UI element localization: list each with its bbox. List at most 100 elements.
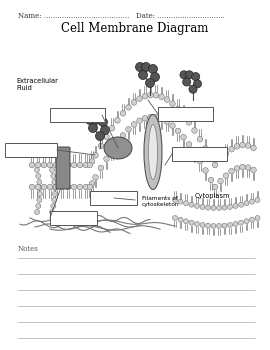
Circle shape <box>245 143 251 148</box>
Circle shape <box>197 136 203 142</box>
Bar <box>90 191 137 205</box>
Circle shape <box>178 199 183 204</box>
Circle shape <box>83 184 89 190</box>
Circle shape <box>36 174 41 178</box>
Circle shape <box>41 184 47 190</box>
Circle shape <box>183 78 191 86</box>
Circle shape <box>59 162 65 168</box>
Circle shape <box>51 174 56 178</box>
Circle shape <box>139 70 147 79</box>
Circle shape <box>222 205 227 210</box>
Circle shape <box>109 147 115 153</box>
Circle shape <box>208 177 214 183</box>
Circle shape <box>104 156 109 162</box>
Circle shape <box>189 220 194 225</box>
Circle shape <box>47 162 53 168</box>
Circle shape <box>184 201 188 206</box>
Circle shape <box>222 223 227 228</box>
Circle shape <box>115 140 120 145</box>
Circle shape <box>178 217 183 222</box>
Circle shape <box>51 203 56 209</box>
Circle shape <box>205 205 211 210</box>
Circle shape <box>59 184 65 190</box>
Circle shape <box>218 156 223 162</box>
Circle shape <box>148 64 157 74</box>
Bar <box>50 108 105 122</box>
Circle shape <box>223 151 229 156</box>
Circle shape <box>35 162 41 168</box>
Text: Filaments of
cytoskeleton: Filaments of cytoskeleton <box>142 196 180 207</box>
Circle shape <box>186 120 192 125</box>
Circle shape <box>234 166 240 171</box>
Circle shape <box>115 118 120 123</box>
Circle shape <box>200 204 205 209</box>
Circle shape <box>211 223 216 229</box>
Circle shape <box>100 126 110 134</box>
Circle shape <box>53 184 59 190</box>
Circle shape <box>148 92 153 98</box>
Circle shape <box>87 162 93 168</box>
Circle shape <box>197 159 203 164</box>
Circle shape <box>142 93 148 99</box>
Circle shape <box>89 124 97 133</box>
Circle shape <box>38 186 42 190</box>
Circle shape <box>173 197 177 203</box>
Circle shape <box>137 96 142 101</box>
Circle shape <box>170 123 175 128</box>
Circle shape <box>212 162 218 168</box>
Circle shape <box>52 191 58 196</box>
Circle shape <box>131 122 137 127</box>
Circle shape <box>233 222 238 226</box>
Circle shape <box>205 223 211 228</box>
Circle shape <box>53 162 59 168</box>
Circle shape <box>238 202 244 207</box>
Circle shape <box>234 144 240 149</box>
Circle shape <box>49 168 55 173</box>
Circle shape <box>89 159 95 164</box>
Circle shape <box>47 184 53 190</box>
Circle shape <box>200 223 205 228</box>
Circle shape <box>223 173 229 178</box>
Circle shape <box>71 184 77 190</box>
Circle shape <box>131 100 137 105</box>
Circle shape <box>109 125 115 131</box>
Ellipse shape <box>104 137 132 159</box>
Circle shape <box>52 180 57 184</box>
Ellipse shape <box>148 125 157 180</box>
Circle shape <box>35 184 41 190</box>
Circle shape <box>87 184 93 190</box>
Circle shape <box>203 146 208 151</box>
Circle shape <box>77 162 83 168</box>
Circle shape <box>153 92 159 98</box>
Circle shape <box>142 116 148 121</box>
Circle shape <box>211 205 216 210</box>
Text: Notes: Notes <box>18 245 39 253</box>
Circle shape <box>212 184 218 190</box>
Bar <box>158 107 213 121</box>
Circle shape <box>189 85 197 93</box>
Circle shape <box>41 162 47 168</box>
Circle shape <box>126 127 131 132</box>
Circle shape <box>255 216 260 220</box>
Circle shape <box>35 210 39 215</box>
Circle shape <box>228 223 232 228</box>
Circle shape <box>99 118 107 126</box>
Circle shape <box>83 162 89 168</box>
Circle shape <box>181 112 186 118</box>
Circle shape <box>164 97 170 103</box>
Circle shape <box>244 219 249 224</box>
Circle shape <box>35 168 39 173</box>
Circle shape <box>185 71 193 79</box>
Circle shape <box>98 165 104 171</box>
Circle shape <box>249 199 255 204</box>
Circle shape <box>164 119 170 124</box>
Circle shape <box>38 191 42 196</box>
Circle shape <box>93 153 98 158</box>
Circle shape <box>120 111 126 116</box>
Circle shape <box>244 201 249 206</box>
Circle shape <box>249 217 255 222</box>
Circle shape <box>186 142 192 147</box>
Circle shape <box>170 101 175 106</box>
FancyBboxPatch shape <box>56 147 70 189</box>
Ellipse shape <box>144 114 162 189</box>
